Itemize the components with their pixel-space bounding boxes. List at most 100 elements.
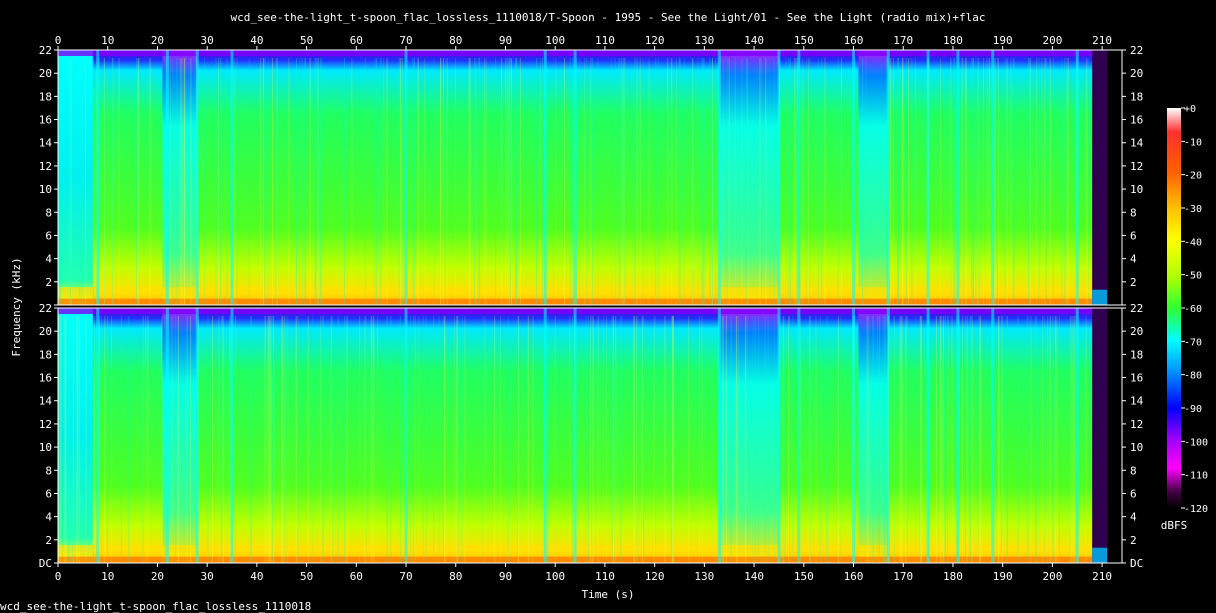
texture-streak — [761, 58, 762, 305]
colorbar-tick-label: -120 — [1184, 504, 1208, 515]
texture-streak — [672, 316, 674, 563]
texture-streak — [484, 316, 486, 563]
texture-streak — [1044, 58, 1046, 305]
texture-streak — [107, 316, 109, 563]
section-break-10 — [852, 50, 856, 305]
texture-streak — [702, 58, 704, 305]
texture-streak — [781, 316, 783, 563]
y-tick-label: 16 — [39, 114, 52, 127]
texture-streak — [653, 316, 655, 563]
x-tick-label-top: 0 — [55, 34, 62, 47]
colorbar-tick-label: -70 — [1184, 337, 1202, 348]
texture-streak — [1042, 316, 1044, 563]
texture-streak — [295, 316, 297, 563]
texture-streak — [784, 316, 786, 563]
texture-streak — [712, 58, 713, 305]
tail-fade — [1092, 50, 1108, 305]
x-tick-label-bottom: 60 — [350, 570, 363, 583]
texture-streak — [737, 316, 739, 563]
x-tick-label-top: 190 — [993, 34, 1013, 47]
texture-streak — [1039, 58, 1041, 305]
texture-streak — [683, 58, 685, 305]
texture-streak — [920, 316, 922, 563]
texture-streak — [572, 58, 574, 305]
x-tick-label-bottom: 0 — [55, 570, 62, 583]
x-tick-label-bottom: 210 — [1092, 570, 1112, 583]
texture-streak — [620, 316, 622, 563]
texture-streak — [636, 316, 638, 563]
texture-streak — [975, 58, 977, 305]
texture-streak — [320, 316, 322, 563]
texture-streak — [697, 58, 699, 305]
texture-streak — [365, 316, 367, 563]
section-break-9 — [797, 50, 801, 305]
texture-streak — [422, 316, 424, 563]
texture-streak — [1045, 58, 1047, 305]
texture-streak — [442, 316, 444, 563]
texture-streak — [264, 58, 266, 305]
y-tick-label-right: 14 — [1130, 137, 1144, 150]
texture-streak — [884, 316, 885, 563]
texture-streak — [877, 316, 879, 563]
texture-streak — [1010, 58, 1012, 305]
section-break-11 — [886, 308, 890, 563]
texture-streak — [1043, 316, 1045, 563]
x-tick-label-top: 80 — [449, 34, 462, 47]
texture-streak — [1047, 316, 1049, 563]
texture-streak — [794, 58, 796, 305]
texture-streak — [618, 58, 620, 305]
texture-streak — [655, 316, 657, 563]
texture-streak — [137, 58, 139, 305]
texture-streak — [672, 316, 674, 563]
texture-streak — [899, 316, 901, 563]
y-tick-label-right: 12 — [1130, 160, 1143, 173]
texture-streak — [438, 316, 440, 563]
x-tick-label-top: 110 — [595, 34, 615, 47]
texture-streak — [1066, 58, 1068, 305]
texture-streak — [275, 58, 277, 305]
colorbar-tick-label: -80 — [1184, 371, 1202, 382]
texture-streak — [390, 316, 392, 563]
texture-streak — [657, 58, 659, 305]
y-tick-label-right: 18 — [1130, 348, 1143, 361]
texture-streak — [301, 58, 303, 305]
y-tick-label-right: 22 — [1130, 44, 1143, 57]
y-tick-label-right: 16 — [1130, 114, 1143, 127]
colorbar-tick-label: -90 — [1184, 404, 1202, 415]
y-tick-label: 6 — [45, 229, 52, 242]
texture-streak — [703, 58, 705, 305]
texture-streak — [692, 58, 694, 305]
section-break-2 — [195, 50, 199, 305]
texture-streak — [536, 58, 538, 305]
y-tick-label: 20 — [39, 67, 52, 80]
texture-streak — [424, 58, 426, 305]
texture-streak — [236, 58, 238, 305]
texture-streak — [266, 316, 268, 563]
x-tick-label-top: 150 — [794, 34, 814, 47]
texture-streak — [444, 316, 445, 563]
texture-streak — [900, 316, 902, 563]
texture-streak — [222, 316, 224, 563]
texture-streak — [147, 316, 149, 563]
texture-streak — [882, 316, 884, 563]
y-tick-label: 18 — [39, 90, 52, 103]
texture-streak — [177, 316, 179, 563]
texture-streak — [248, 58, 250, 305]
y-tick-label-right: 14 — [1130, 395, 1144, 408]
texture-streak — [586, 58, 588, 305]
texture-streak — [726, 58, 728, 305]
texture-streak — [456, 316, 458, 563]
texture-streak — [410, 316, 412, 563]
texture-streak — [377, 316, 379, 563]
texture-streak — [444, 316, 446, 563]
texture-streak — [908, 58, 910, 305]
texture-streak — [70, 58, 71, 305]
texture-streak — [988, 58, 990, 305]
texture-streak — [703, 58, 705, 305]
section-break-5 — [543, 308, 547, 563]
texture-streak — [169, 58, 171, 305]
texture-streak — [1056, 316, 1058, 563]
texture-streak — [1085, 58, 1087, 305]
texture-streak — [624, 58, 626, 305]
texture-streak — [821, 58, 823, 305]
